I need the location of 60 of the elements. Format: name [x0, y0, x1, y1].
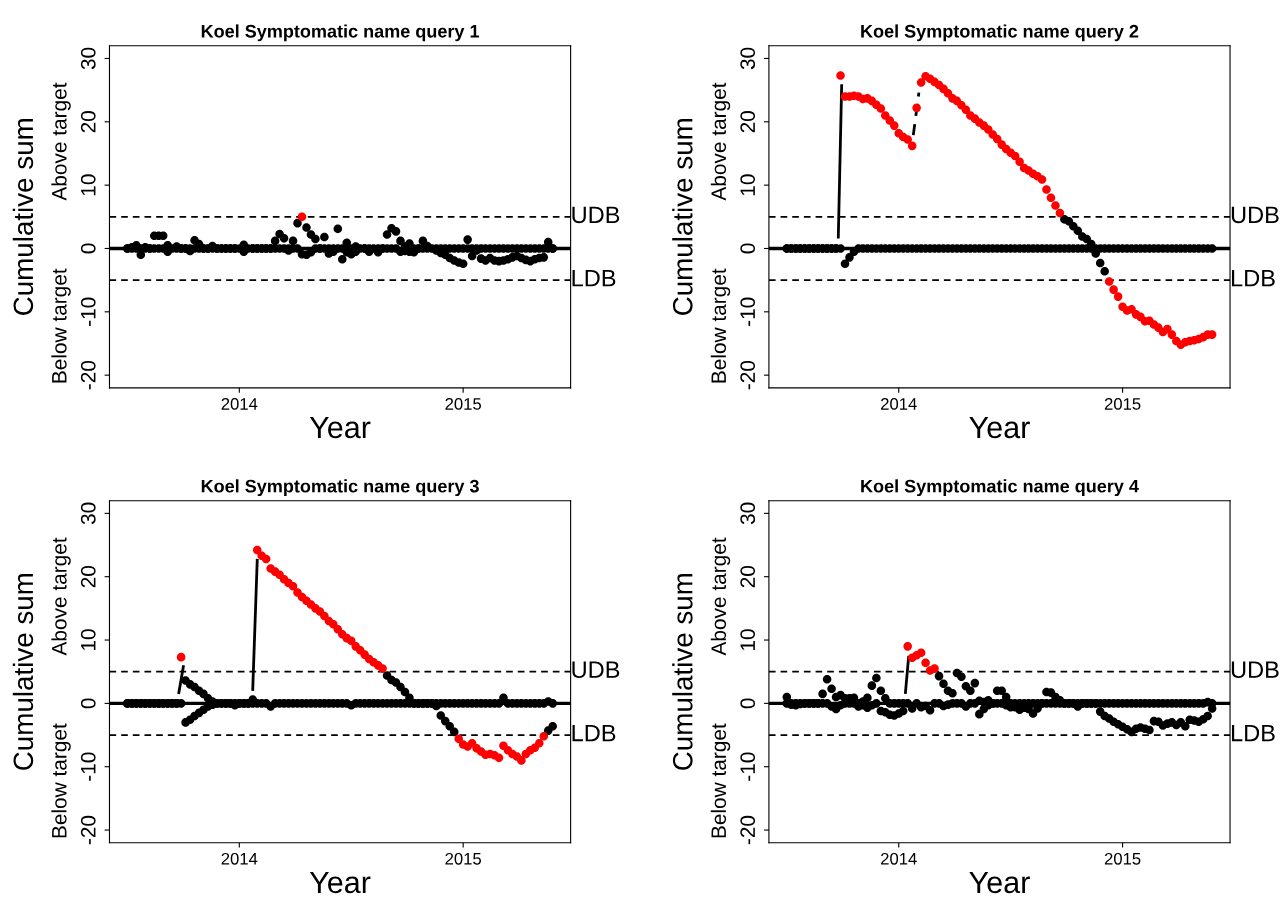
- y-tick-label: -10: [740, 752, 756, 781]
- y-tick-label: -10: [80, 752, 96, 781]
- x-tick-label: 2015: [445, 852, 482, 865]
- y-axis-title: Cumulative sum: [672, 119, 693, 315]
- text: Below target: [710, 723, 731, 838]
- y-tick-label: 30: [740, 47, 756, 70]
- ref-line-label: LDB: [1231, 270, 1275, 287]
- text: Above target: [51, 537, 71, 656]
- y-tick-label: 20: [80, 565, 96, 588]
- y-tick-label: 0: [80, 243, 96, 254]
- y-tick-label: 10: [740, 629, 756, 651]
- x-tick-label: 2015: [1104, 397, 1141, 410]
- y-tick-label: 10: [740, 174, 756, 196]
- chart-title: Koel Symptomatic name query 3: [201, 479, 479, 497]
- x-tick-label: 2015: [1104, 852, 1141, 865]
- ref-line-label: UDB: [1231, 206, 1279, 224]
- y-tick-label: 10: [80, 629, 96, 651]
- y-tick-label: -10: [740, 297, 756, 326]
- ref-line-label: LDB: [1231, 724, 1275, 742]
- y-axis-title: Cumulative sum: [12, 573, 34, 770]
- x-axis-title: Year: [309, 871, 371, 894]
- y-tick-label: 30: [80, 502, 96, 525]
- x-tick-label: 2015: [445, 397, 482, 410]
- y-tick-label: 10: [80, 174, 96, 196]
- y-tick-label: 0: [740, 243, 756, 254]
- y-axis-title: Cumulative sum: [672, 573, 693, 770]
- y-tick-label: 0: [740, 698, 756, 709]
- y-tick-label: -20: [740, 815, 756, 845]
- y-tick-label: 0: [80, 698, 96, 709]
- text: Above target: [710, 82, 731, 201]
- x-axis-title: Year: [969, 871, 1030, 894]
- ref-line-label: UDB: [572, 661, 620, 679]
- text: Below target: [51, 268, 71, 383]
- x-tick-label: 2014: [881, 397, 917, 410]
- text: Above target: [51, 82, 71, 201]
- y-tick-label: 30: [740, 502, 756, 525]
- y-tick-label: -20: [740, 360, 756, 390]
- x-axis-title: Year: [969, 416, 1030, 439]
- ref-line-label: LDB: [572, 270, 616, 287]
- x-tick-label: 2014: [881, 852, 917, 865]
- ref-line-label: UDB: [1231, 661, 1279, 679]
- x-axis-title: Year: [309, 416, 371, 439]
- y-tick-label: 20: [80, 111, 96, 133]
- y-tick-label: 20: [740, 565, 756, 588]
- chart-title: Koel Symptomatic name query 2: [861, 24, 1139, 42]
- ref-line-label: UDB: [572, 206, 620, 224]
- y-tick-label: 30: [80, 47, 96, 70]
- y-tick-label: -20: [80, 815, 96, 845]
- text: Below target: [710, 268, 731, 383]
- y-tick-label: -20: [80, 360, 96, 390]
- y-tick-label: 20: [740, 111, 756, 133]
- y-axis-title: Cumulative sum: [12, 119, 34, 315]
- chart-title: Koel Symptomatic name query 1: [201, 24, 480, 42]
- text: Above target: [710, 537, 731, 656]
- chart-title: Koel Symptomatic name query 4: [861, 479, 1139, 497]
- ref-line-label: LDB: [572, 724, 616, 742]
- x-tick-label: 2014: [221, 852, 258, 865]
- x-tick-label: 2014: [221, 397, 258, 410]
- y-tick-label: -10: [80, 297, 96, 326]
- text: Below target: [51, 723, 71, 838]
